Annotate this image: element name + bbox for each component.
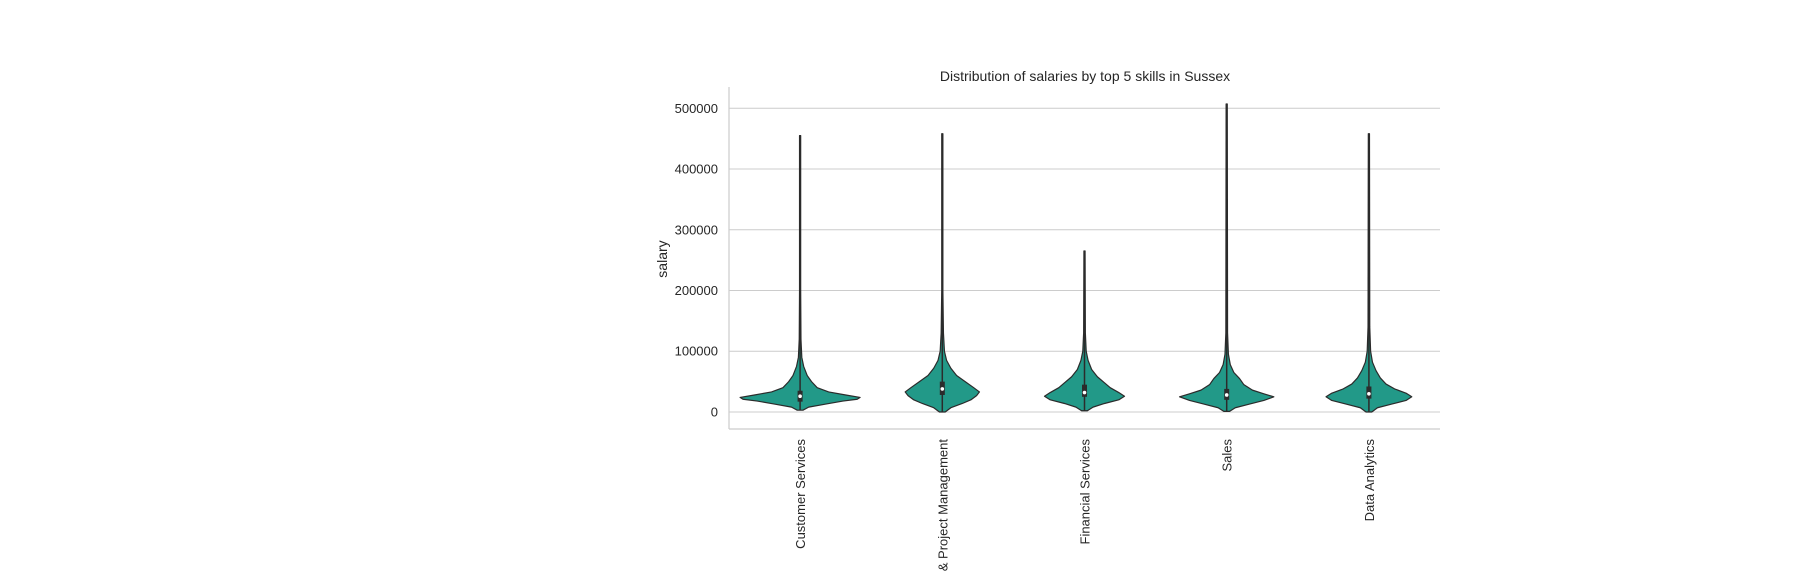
chart-title: Distribution of salaries by top 5 skills…: [940, 68, 1230, 84]
y-tick-label: 100000: [675, 344, 718, 359]
y-tick-labels: 0 100000 200000 300000 400000 500000: [675, 101, 718, 420]
violin-median: [1224, 393, 1229, 397]
violin: [1178, 103, 1275, 412]
violin: [1325, 133, 1413, 413]
x-tick-label: & Project Management: [935, 439, 950, 572]
violin: [739, 134, 861, 411]
violin-median: [940, 387, 945, 391]
x-tick-labels: Customer Services & Project Management Fin…: [793, 439, 1377, 572]
x-tick-label: Customer Services: [793, 439, 808, 549]
y-tick-label: 0: [711, 404, 718, 419]
violin: [904, 133, 981, 413]
y-axis-label: salary: [654, 240, 670, 277]
y-tick-label: 300000: [675, 222, 718, 237]
axes: [728, 87, 1440, 430]
x-tick-label: Financial Services: [1078, 439, 1093, 545]
x-tick-label: Sales: [1220, 439, 1235, 472]
violin-median: [1082, 390, 1087, 395]
violin-median: [1367, 391, 1371, 396]
violin-iqr-box: [1082, 384, 1087, 397]
violin-median: [798, 394, 802, 398]
y-tick-label: 200000: [675, 283, 718, 298]
violin: [1043, 250, 1126, 412]
violins: [739, 103, 1413, 413]
x-tick-label: Data Analytics: [1362, 439, 1377, 522]
y-tick-label: 500000: [675, 101, 718, 116]
y-tick-label: 400000: [675, 162, 718, 177]
